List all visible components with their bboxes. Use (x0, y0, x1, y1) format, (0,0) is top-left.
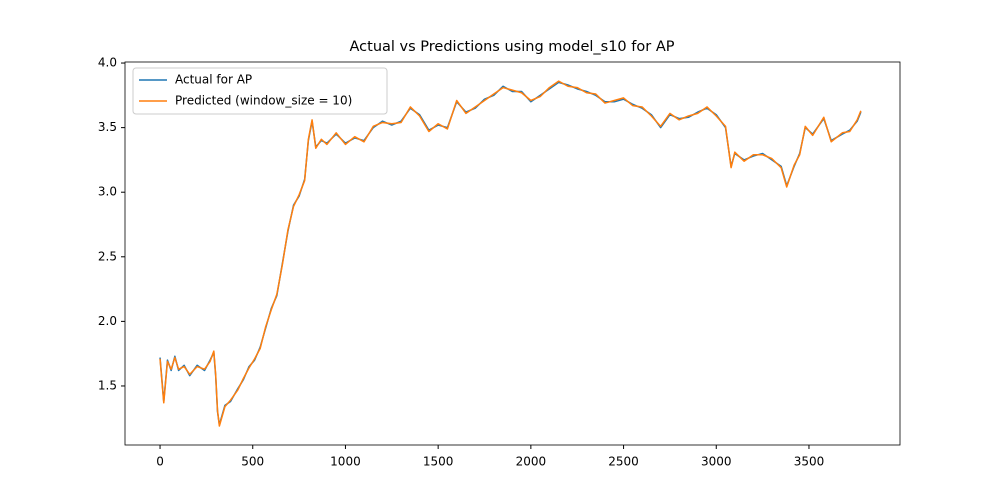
x-tick-label: 1000 (330, 455, 361, 469)
y-tick-label: 3.0 (98, 185, 117, 199)
chart-title: Actual vs Predictions using model_s10 fo… (350, 39, 675, 55)
x-tick-label: 500 (241, 455, 264, 469)
y-tick-label: 1.5 (98, 378, 117, 392)
x-tick-label: 3000 (701, 455, 732, 469)
x-tick-label: 2000 (516, 455, 547, 469)
y-tick-label: 3.5 (98, 120, 117, 134)
legend-box (132, 67, 388, 115)
series-line (159, 80, 862, 427)
y-tick-label: 4.0 (98, 56, 117, 70)
y-tick-label: 2.5 (98, 249, 117, 263)
y-tick-label: 2.0 (98, 314, 117, 328)
x-tick-label: 2500 (608, 455, 639, 469)
legend-label: Predicted (window_size = 10) (175, 94, 352, 108)
x-tick-label: 3500 (794, 455, 825, 469)
x-tick-label: 1500 (423, 455, 454, 469)
plot-frame (124, 61, 901, 446)
legend-label: Actual for AP (175, 73, 252, 87)
x-tick-label: 0 (156, 455, 164, 469)
